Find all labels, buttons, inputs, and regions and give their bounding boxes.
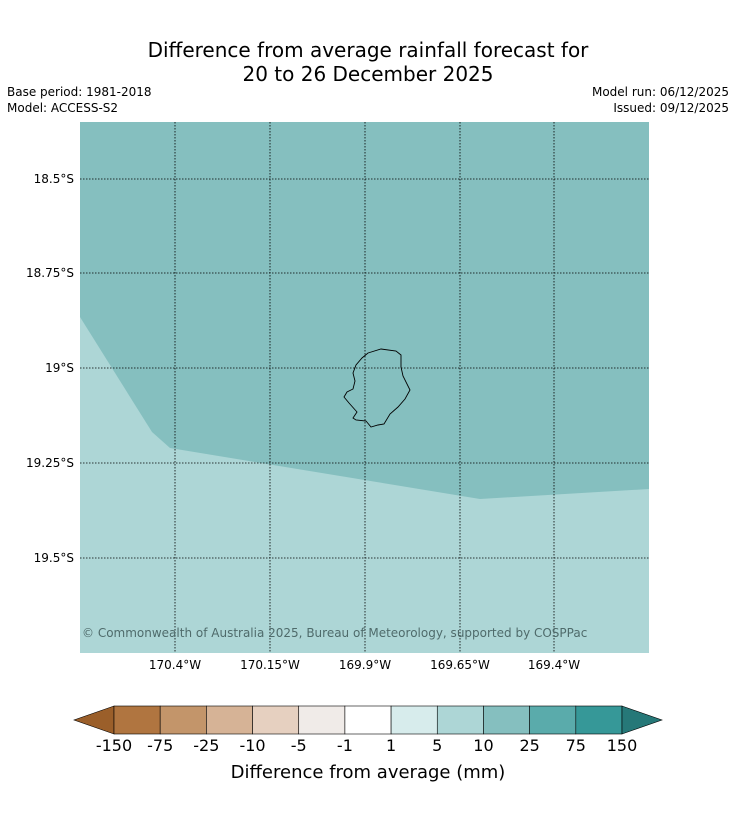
- longitude-labels: 170.4°W 170.15°W 169.9°W 169.65°W 169.4°…: [149, 658, 580, 672]
- lon-label: 170.4°W: [149, 658, 201, 672]
- issued-text: Issued: 09/12/2025: [613, 101, 729, 115]
- lon-label: 169.65°W: [430, 658, 490, 672]
- map-title: Difference from average rainfall forecas…: [0, 38, 736, 86]
- colorbar-ticks: -150 -75 -25 -10 -5 -1 1 5 10 25 75 150: [96, 736, 637, 755]
- colorbar-swatch: [298, 705, 346, 735]
- colorbar-tick-label: -10: [239, 736, 265, 755]
- island-coastline: [343, 348, 411, 428]
- title-line-2: 20 to 26 December 2025: [242, 62, 494, 86]
- model-text: Model: ACCESS-S2: [7, 101, 119, 115]
- model-run-text: Model run: 06/12/2025: [591, 85, 729, 99]
- copyright-text: © Commonwealth of Australia 2025, Bureau…: [82, 626, 587, 640]
- colorbar-tick-label: 5: [432, 736, 442, 755]
- latitude-labels: 18.5°S 18.75°S 19°S 19.25°S 19.5°S: [26, 172, 74, 565]
- map-panel: © Commonwealth of Australia 2025, Bureau…: [80, 122, 649, 653]
- lon-label: 169.9°W: [339, 658, 391, 672]
- base-period-text: Base period: 1981-2018: [7, 85, 152, 99]
- colorbar-swatches: [113, 705, 623, 735]
- model-info: Base period: 1981-2018 Model: ACCESS-S2: [7, 84, 152, 116]
- colorbar-tick-label: 10: [473, 736, 493, 755]
- colorbar-swatch: [436, 705, 484, 735]
- colorbar-arrow-right: [621, 705, 663, 735]
- lat-label: 19.25°S: [26, 456, 74, 470]
- colorbar-tick-label: -5: [291, 736, 307, 755]
- colorbar-tick-label: 75: [566, 736, 586, 755]
- colorbar-tick-label: 25: [519, 736, 539, 755]
- colorbar-swatch: [344, 705, 392, 735]
- lat-label: 18.5°S: [34, 172, 74, 186]
- colorbar-tick-label: 150: [607, 736, 638, 755]
- lat-label: 18.75°S: [26, 266, 74, 280]
- run-info: Model run: 06/12/2025 Issued: 09/12/2025: [592, 84, 729, 116]
- forecast-zone-upper: [80, 122, 649, 499]
- colorbar-arrow-left: [73, 705, 115, 735]
- colorbar-swatch: [206, 705, 253, 735]
- colorbar-tick-label: -25: [193, 736, 219, 755]
- colorbar-tick-label: -1: [337, 736, 353, 755]
- colorbar-tick-label: -150: [96, 736, 132, 755]
- lon-label: 169.4°W: [528, 658, 580, 672]
- lon-label: 170.15°W: [240, 658, 300, 672]
- colorbar-tick-label: -75: [147, 736, 173, 755]
- graticule: [80, 122, 649, 653]
- colorbar-swatch: [159, 705, 207, 735]
- colorbar: -150 -75 -25 -10 -5 -1 1 5 10 25 75 150 Difference …: [73, 705, 663, 783]
- colorbar-swatch: [575, 705, 623, 735]
- colorbar-title: Difference from average (mm): [231, 762, 506, 783]
- lat-label: 19°S: [45, 361, 74, 375]
- colorbar-swatch: [483, 705, 530, 735]
- colorbar-swatch: [529, 705, 577, 735]
- colorbar-swatch: [390, 705, 438, 735]
- colorbar-swatch: [252, 705, 300, 735]
- colorbar-tick-label: 1: [386, 736, 396, 755]
- title-line-1: Difference from average rainfall forecas…: [147, 38, 589, 62]
- colorbar-swatch: [113, 705, 161, 735]
- lat-label: 19.5°S: [34, 551, 74, 565]
